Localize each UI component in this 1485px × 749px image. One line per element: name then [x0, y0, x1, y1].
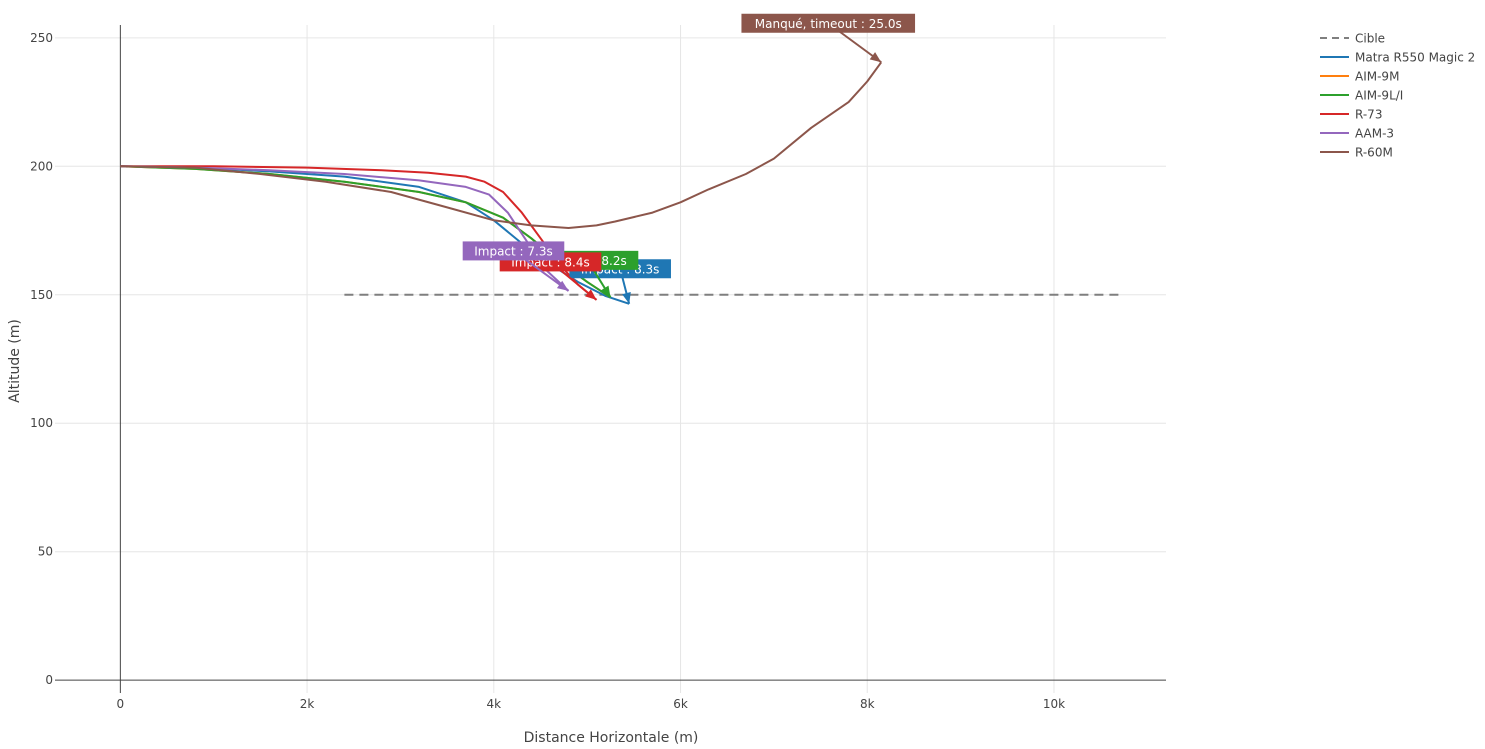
- series-line-matra-r550-magic-2: [120, 165, 630, 305]
- legend-label: R-73: [1355, 108, 1382, 122]
- legend-item-aim-9m[interactable]: AIM-9M: [1320, 70, 1399, 84]
- axes: 0 2k 4k 6k 8k 10k 0 50 100 150 200 250: [30, 31, 1065, 711]
- x-tick-label: 2k: [300, 697, 315, 711]
- legend-item-r-60m[interactable]: R-60M: [1320, 146, 1393, 160]
- legend-item-aam-3[interactable]: AAM-3: [1320, 127, 1394, 141]
- annotation-label: Manqué, timeout : 25.0s: [755, 17, 902, 31]
- annotation-arrowhead: [600, 285, 611, 298]
- annotation-r-60m: Manqué, timeout : 25.0s: [741, 13, 916, 64]
- legend-item-aim-9l-i[interactable]: AIM-9L/I: [1320, 89, 1403, 103]
- y-axis-title: Altitude (m): [7, 319, 23, 403]
- zero-lines: [55, 25, 1166, 693]
- y-tick-label: 100: [30, 416, 53, 430]
- annotation-aam-3: Impact : 7.3s: [462, 241, 570, 292]
- annotation-arrowhead: [869, 52, 882, 63]
- annotation-box: [462, 241, 565, 261]
- y-tick-label: 200: [30, 159, 53, 173]
- legend-label: AIM-9L/I: [1355, 89, 1403, 103]
- annotation-arrowhead: [585, 289, 597, 300]
- series-lines: [120, 61, 1124, 305]
- x-axis-title: Distance Horizontale (m): [524, 730, 699, 746]
- x-tick-label: 4k: [487, 697, 502, 711]
- legend-item-cible[interactable]: Cible: [1320, 32, 1385, 46]
- legend[interactable]: Cible Matra R550 Magic 2 AIM-9M AIM-9L/I R-7…: [1320, 32, 1475, 160]
- x-tick-label: 6k: [673, 697, 688, 711]
- x-tick-label: 0: [117, 697, 125, 711]
- x-tick-label: 8k: [860, 697, 875, 711]
- legend-label: Matra R550 Magic 2: [1355, 51, 1475, 65]
- annotation-label: Impact : 7.3s: [474, 244, 553, 258]
- annotation-box: [741, 13, 916, 33]
- legend-label: AIM-9M: [1355, 70, 1399, 84]
- y-tick-label: 150: [30, 288, 53, 302]
- annotation-arrowhead: [622, 292, 631, 304]
- annotation-arrowhead: [556, 280, 569, 291]
- series-line-r-60m: [120, 61, 883, 229]
- grid: [55, 25, 1166, 693]
- legend-item-r-73[interactable]: R-73: [1320, 108, 1382, 122]
- x-tick-label: 10k: [1043, 697, 1065, 711]
- legend-item-matra-r550-magic-2[interactable]: Matra R550 Magic 2: [1320, 51, 1475, 65]
- legend-label: Cible: [1355, 32, 1385, 46]
- y-tick-label: 50: [38, 545, 53, 559]
- legend-label: R-60M: [1355, 146, 1393, 160]
- y-tick-label: 0: [45, 673, 53, 687]
- y-tick-label: 250: [30, 31, 53, 45]
- legend-label: AAM-3: [1355, 127, 1394, 141]
